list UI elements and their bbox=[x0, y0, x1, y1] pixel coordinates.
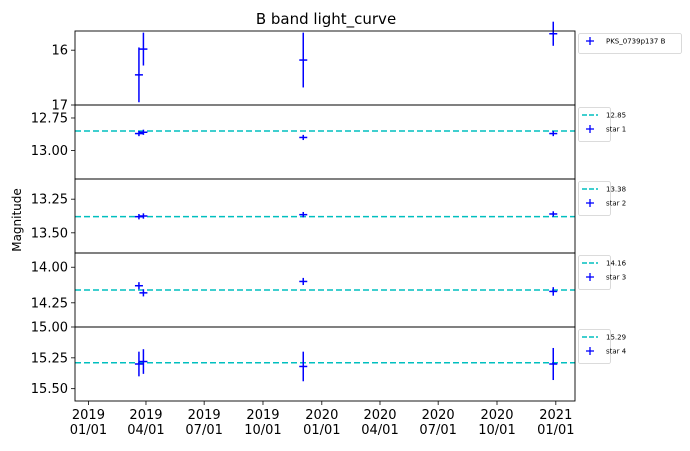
legend-label: 15.29 bbox=[606, 334, 626, 342]
legend-label: 14.16 bbox=[606, 260, 627, 268]
legend: 12.85 star 1 bbox=[578, 107, 626, 142]
legend: 15.29 star 4 bbox=[578, 329, 627, 364]
x-tick-label: 07/01 bbox=[185, 423, 222, 438]
x-tick-label: 07/01 bbox=[419, 423, 456, 438]
y-tick-label: 13.00 bbox=[31, 144, 68, 159]
data-point bbox=[549, 130, 558, 137]
x-tick-label: 01/01 bbox=[537, 423, 574, 438]
y-tick-label: 17 bbox=[51, 99, 68, 114]
data-point bbox=[549, 287, 558, 296]
y-tick-label: 13.25 bbox=[31, 193, 68, 208]
x-axis: 201901/01201904/01201907/01201910/012020… bbox=[70, 401, 575, 438]
data-point bbox=[299, 277, 308, 286]
legend: 13.38 star 2 bbox=[578, 181, 626, 216]
x-tick-label: 2021 bbox=[539, 408, 572, 423]
x-tick-label: 2020 bbox=[480, 408, 513, 423]
legend-label: PKS_0739p137 B bbox=[606, 38, 666, 46]
legend-label: 12.85 bbox=[606, 112, 626, 120]
y-tick-label: 14.25 bbox=[31, 296, 68, 311]
x-tick-label: 2019 bbox=[188, 408, 221, 423]
legend-label: 13.38 bbox=[606, 186, 626, 194]
legend-label: star 2 bbox=[606, 200, 626, 208]
x-tick-label: 2019 bbox=[72, 408, 105, 423]
legend-box bbox=[578, 33, 682, 54]
legend: 14.16 star 3 bbox=[578, 255, 627, 290]
data-point bbox=[299, 134, 308, 141]
y-tick-label: 15.50 bbox=[31, 382, 68, 397]
data-point bbox=[299, 32, 308, 88]
data-point bbox=[299, 211, 308, 218]
data-point bbox=[134, 282, 143, 290]
data-point bbox=[134, 130, 143, 137]
y-tick-label: 15.25 bbox=[31, 351, 68, 366]
panel-frame bbox=[74, 104, 576, 180]
data-point bbox=[139, 213, 148, 219]
legend-label: star 4 bbox=[606, 348, 627, 356]
data-point bbox=[549, 21, 558, 46]
x-tick-label: 2020 bbox=[422, 408, 455, 423]
y-tick-label: 14.00 bbox=[31, 261, 68, 276]
data-point bbox=[299, 351, 308, 382]
x-tick-label: 01/01 bbox=[70, 423, 107, 438]
panel-frame bbox=[74, 30, 576, 106]
panel-5: 15.00 15.25 15.50 15.29 star 4 bbox=[31, 321, 627, 402]
panel-4: 14.00 14.25 14.16 star 3 bbox=[31, 252, 627, 328]
data-point bbox=[134, 351, 143, 377]
data-point bbox=[139, 129, 148, 135]
x-tick-label: 2020 bbox=[305, 408, 338, 423]
panel-frame bbox=[74, 326, 576, 402]
data-point bbox=[139, 32, 148, 66]
y-axis-label: Magnitude bbox=[10, 188, 24, 252]
y-tick-label: 15.00 bbox=[31, 321, 68, 336]
legend-box bbox=[578, 329, 611, 364]
legend-box bbox=[578, 107, 611, 142]
x-tick-label: 10/01 bbox=[244, 423, 281, 438]
panel-1: 16 17 PKS_0739p137 B bbox=[51, 21, 682, 114]
legend-label: star 3 bbox=[606, 274, 626, 282]
legend-box bbox=[578, 181, 611, 216]
data-point bbox=[549, 347, 558, 381]
panel-2: 12.75 13.00 12.85 star 1 bbox=[31, 104, 626, 180]
x-tick-label: 2019 bbox=[246, 408, 279, 423]
legend-label: star 1 bbox=[606, 126, 626, 134]
data-point bbox=[549, 211, 558, 217]
legend: PKS_0739p137 B bbox=[578, 33, 682, 54]
x-tick-label: 04/01 bbox=[361, 423, 398, 438]
data-point bbox=[139, 349, 148, 374]
panel-3: 13.25 13.50 13.38 star 2 bbox=[31, 178, 626, 254]
chart-title: B band light_curve bbox=[256, 10, 396, 29]
y-tick-label: 16 bbox=[51, 44, 68, 59]
legend-box bbox=[578, 255, 611, 290]
x-tick-label: 01/01 bbox=[303, 423, 340, 438]
y-tick-label: 13.50 bbox=[31, 226, 68, 241]
x-tick-label: 04/01 bbox=[127, 423, 164, 438]
y-tick-label: 12.75 bbox=[31, 111, 68, 126]
data-point bbox=[139, 289, 148, 297]
x-tick-label: 2020 bbox=[363, 408, 396, 423]
data-point bbox=[134, 47, 143, 103]
x-tick-label: 10/01 bbox=[478, 423, 515, 438]
x-tick-label: 2019 bbox=[129, 408, 162, 423]
